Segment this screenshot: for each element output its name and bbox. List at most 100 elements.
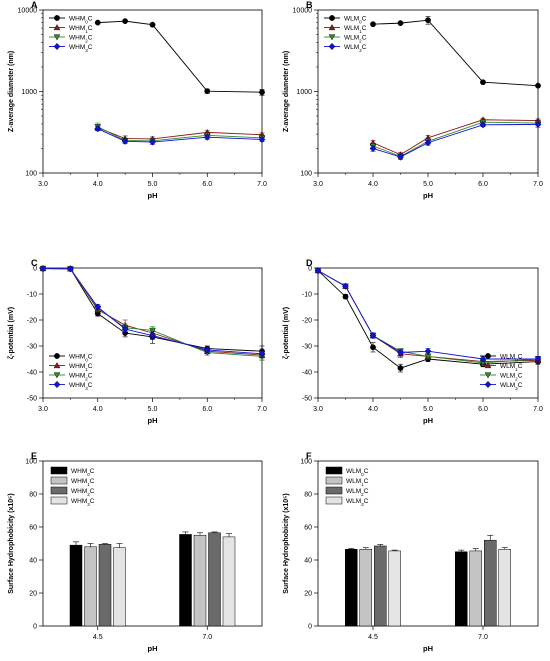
y-tick-label: -40 xyxy=(27,370,37,377)
data-point xyxy=(314,267,322,275)
y-tick-label: 100 xyxy=(25,459,37,466)
y-tick-label: 80 xyxy=(304,492,312,499)
plot-frame xyxy=(42,460,263,627)
data-point xyxy=(479,121,487,129)
data-point xyxy=(534,120,542,128)
legend-marker xyxy=(53,380,61,389)
legend-entry: WLM1C xyxy=(346,478,369,487)
y-axis-label: Z-average diameter (nm) xyxy=(283,51,290,132)
legend-entry: WHM0C xyxy=(71,468,95,477)
y-axis-label: Z-average diameter (nm) xyxy=(8,51,15,132)
legend-entry: WLM0C xyxy=(344,15,367,24)
x-tick-label: 7.0 xyxy=(533,406,543,413)
data-point xyxy=(342,282,349,290)
data-point xyxy=(149,21,156,28)
bar xyxy=(388,550,401,627)
data-point xyxy=(203,346,211,354)
data-point xyxy=(203,133,211,141)
y-tick-label: 0 xyxy=(308,266,312,273)
x-axis-label: pH xyxy=(423,416,433,425)
data-point xyxy=(121,325,129,333)
legend-entry: WLM2C xyxy=(346,488,369,497)
legend-entry: WHM3C xyxy=(71,498,95,507)
legend-marker xyxy=(484,372,492,379)
y-tick-label: 1000 xyxy=(21,89,37,96)
x-tick-label: 6.0 xyxy=(478,406,488,413)
legend-marker xyxy=(484,380,492,389)
series-line xyxy=(317,270,538,360)
y-tick-label: 20 xyxy=(29,591,37,598)
x-tick-label: 7.0 xyxy=(533,181,543,188)
bar xyxy=(179,534,192,627)
legend-entry: WHM1C xyxy=(69,363,93,372)
data-point xyxy=(122,18,129,25)
data-point xyxy=(342,293,349,300)
legend-entry: WHM1C xyxy=(69,25,93,34)
data-point xyxy=(534,355,542,363)
x-tick-label: 5.0 xyxy=(423,406,433,413)
bar xyxy=(208,532,221,627)
data-point xyxy=(258,135,266,144)
data-point xyxy=(397,348,404,357)
legend-entry: WLM1C xyxy=(344,25,367,34)
data-point xyxy=(204,88,211,95)
x-axis-label: pH xyxy=(148,416,158,425)
legend-entry: WLM0C xyxy=(346,468,369,477)
x-axis-label: pH xyxy=(423,191,433,200)
legend-swatch xyxy=(50,466,68,475)
legend-marker xyxy=(328,42,336,51)
x-tick-label: 7.0 xyxy=(257,406,267,413)
bar xyxy=(469,550,482,627)
series-line xyxy=(372,19,539,87)
data-point xyxy=(397,365,404,371)
x-tick-label: 6.0 xyxy=(202,406,212,413)
chart-panel-c: C0 -10 -20 -30 -40 -50 ζ-potential (mV) pH 3.0 4.… xyxy=(8,258,267,425)
bar xyxy=(359,549,372,627)
bar xyxy=(69,544,83,627)
bar xyxy=(345,549,358,627)
series-line xyxy=(97,20,263,93)
data-point xyxy=(94,125,102,133)
legend-marker xyxy=(484,362,492,369)
chart-panel-a: A 100 1000 10000 Z-average diameter (nm) pH 3.… xyxy=(8,0,267,200)
legend-marker xyxy=(328,24,336,31)
panel-label: C xyxy=(31,258,38,268)
y-tick-label: -10 xyxy=(27,292,37,299)
legend-entry: WLM3C xyxy=(500,382,523,391)
data-point xyxy=(424,347,432,355)
x-tick-label: 4.0 xyxy=(93,181,103,188)
legend-marker xyxy=(53,34,61,41)
x-tick-label: 4.0 xyxy=(368,406,378,413)
legend-marker xyxy=(53,24,61,31)
y-tick-label: -20 xyxy=(302,318,312,325)
legend-marker xyxy=(53,42,61,51)
legend-entry: WLM2C xyxy=(500,372,523,381)
legend-marker xyxy=(53,362,61,369)
data-point xyxy=(94,19,101,26)
bar xyxy=(98,544,112,627)
data-point xyxy=(369,332,377,340)
legend-entry: WLM1C xyxy=(500,363,523,372)
data-point xyxy=(149,332,156,340)
x-tick-label: 3.0 xyxy=(313,406,323,413)
panel-label: B xyxy=(306,0,313,10)
plot-frame xyxy=(317,460,539,627)
x-tick-label: 5.0 xyxy=(423,181,433,188)
x-tick-label: 3.0 xyxy=(38,406,48,413)
y-tick-label: 80 xyxy=(29,492,37,499)
legend-swatch xyxy=(325,466,343,475)
y-tick-label: 40 xyxy=(29,558,37,565)
bar xyxy=(455,551,468,627)
panel-label: A xyxy=(31,0,38,10)
legend-entry: WHM2C xyxy=(69,34,93,43)
chart-panel-d: D0 -10 -20 -30 -40 -50 ζ-potential (mV) pH 3.0 4.… xyxy=(283,258,543,425)
y-tick-label: 100 xyxy=(25,171,37,178)
x-tick-label: 7.0 xyxy=(478,634,488,641)
chart-panel-b: B 100 1000 10000 Z-average diameter (nm) pH 3.… xyxy=(283,0,543,200)
y-tick-label: 20 xyxy=(304,591,312,598)
y-tick-label: -40 xyxy=(302,370,312,377)
data-point xyxy=(259,89,265,96)
legend-entry: WHM2C xyxy=(71,488,95,497)
